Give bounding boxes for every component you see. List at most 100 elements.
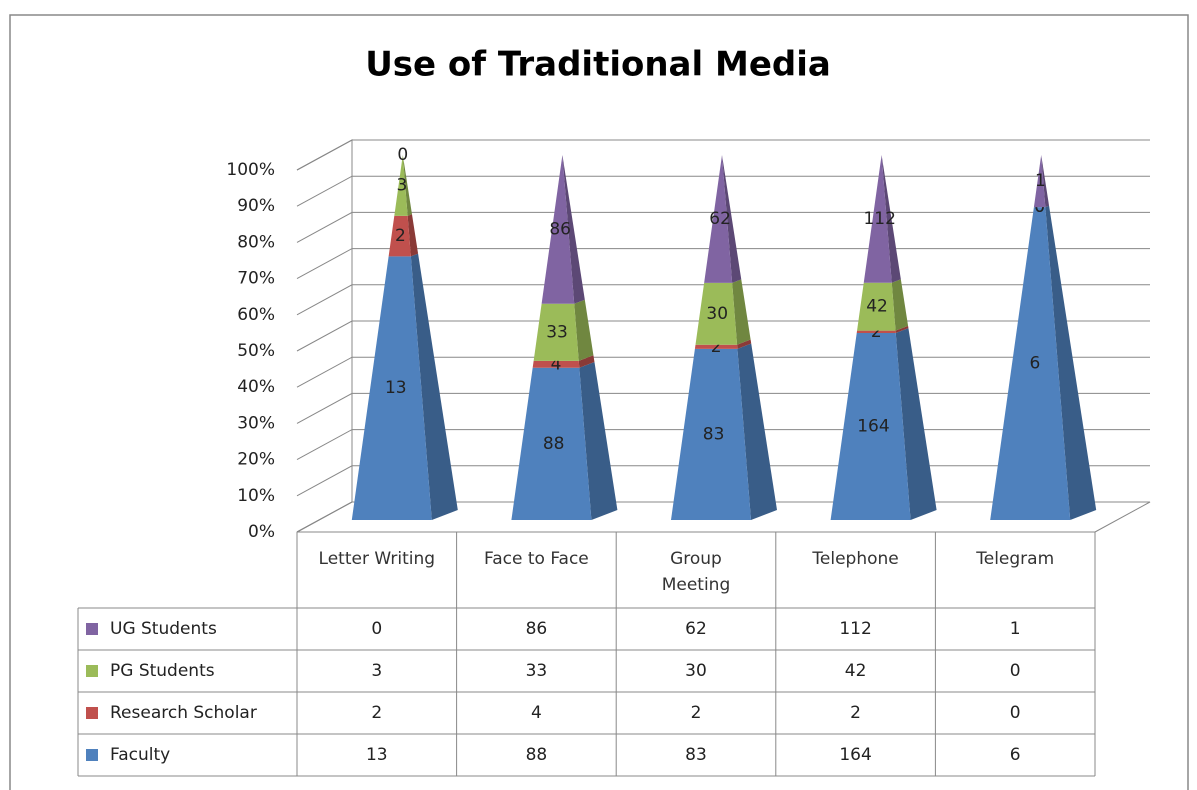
data-label: 0 [397,145,408,165]
y-tick-label: 30% [237,413,275,433]
legend-key [86,749,98,761]
pyramid-side [1041,155,1050,208]
pyramid-segment [351,256,432,520]
data-label: 86 [549,219,571,239]
category-label: Letter Writing [318,549,436,569]
y-tick-label: 0% [248,522,275,542]
pyramid-side [579,361,618,520]
y-tick-label: 20% [237,450,275,470]
table-value: 2 [691,703,702,723]
table-value: 62 [685,619,707,639]
pyramid-side [574,299,594,361]
table-value: 13 [366,745,388,765]
table-value: 86 [526,619,548,639]
pyramid-side [722,155,742,283]
pyramid-side [891,279,909,331]
category-label: Telephone [812,549,899,569]
data-label: 164 [857,416,889,436]
pyramid-segment [532,360,580,368]
pyramid-segment [388,215,411,257]
pyramid-segment [533,303,579,361]
pyramid-side [410,253,458,520]
table-value: 2 [850,703,861,723]
data-label: 3 [396,175,407,195]
pyramid-segment [857,282,896,331]
legend-key [86,623,98,635]
data-label: 1 [1035,171,1046,191]
pyramid-side [402,155,412,216]
pyramid-segment [704,155,733,283]
table-value: 1 [1010,619,1021,639]
pyramid-side [737,339,752,349]
legend-key [86,665,98,677]
table-value: 2 [371,703,382,723]
legend-label: Research Scholar [110,703,257,723]
data-label: 2 [395,226,406,246]
table-value: 4 [531,703,542,723]
pyramid-segment [671,348,751,520]
pyramid-side [578,355,595,368]
table-value: 42 [845,661,867,681]
table-value: 6 [1010,745,1021,765]
table-value: 83 [685,745,707,765]
y-tick-label: 70% [237,269,275,289]
pyramid-segment [394,155,408,216]
y-tick-label: 60% [237,305,275,325]
pyramid-segment [990,207,1071,520]
grid-line [296,139,1150,171]
chart-title: Use of Traditional Media [365,45,831,85]
pyramid-segment [830,332,911,520]
pyramid-side [1045,205,1097,520]
table-value: 3 [371,661,382,681]
data-label: 30 [706,304,728,324]
data-label: 6 [1030,354,1041,374]
table-value: 112 [839,619,871,639]
data-label: 2 [711,337,722,357]
data-label: 88 [543,434,565,454]
data-label: 62 [709,209,731,229]
table-value: 30 [685,661,707,681]
y-tick-label: 40% [237,377,275,397]
pyramid-side [732,279,751,345]
data-label: 83 [703,424,725,444]
data-label: 4 [551,354,562,374]
pyramid-segment [694,344,738,349]
data-label: 13 [385,378,407,398]
pyramid-side [895,328,937,520]
pyramid-side [407,214,419,257]
data-label: 33 [546,322,568,342]
y-tick-label: 80% [237,232,275,252]
table-value: 164 [839,745,871,765]
data-label: 112 [863,209,895,229]
data-label: 42 [866,297,888,317]
category-label: Group Meeting [661,549,731,595]
pyramid-side [881,155,901,283]
table-value: 33 [526,661,548,681]
y-tick-label: 10% [237,486,275,506]
legend-key [86,707,98,719]
legend-label: PG Students [110,661,215,681]
chart-frame [9,14,1189,790]
pyramid-side [895,325,909,333]
pyramid-segment [695,282,738,345]
category-label: Face to Face [484,549,589,569]
data-label: 2 [871,322,882,342]
table-value: 0 [1010,661,1021,681]
table-value: 0 [1010,703,1021,723]
table-value: 0 [371,619,382,639]
pyramid-segment [1033,155,1046,208]
pyramid-segment [511,367,592,520]
legend-label: Faculty [110,745,170,765]
pyramid-segment [863,155,892,283]
y-tick-label: 100% [226,160,275,180]
y-tick-label: 90% [237,196,275,216]
category-label: Telegram [976,549,1055,569]
pyramid-segment [856,330,896,333]
legend-label: UG Students [110,619,217,639]
pyramid-segment [541,155,575,304]
y-tick-label: 50% [237,341,275,361]
pyramid-side [562,155,585,304]
pyramid-side [737,343,777,520]
